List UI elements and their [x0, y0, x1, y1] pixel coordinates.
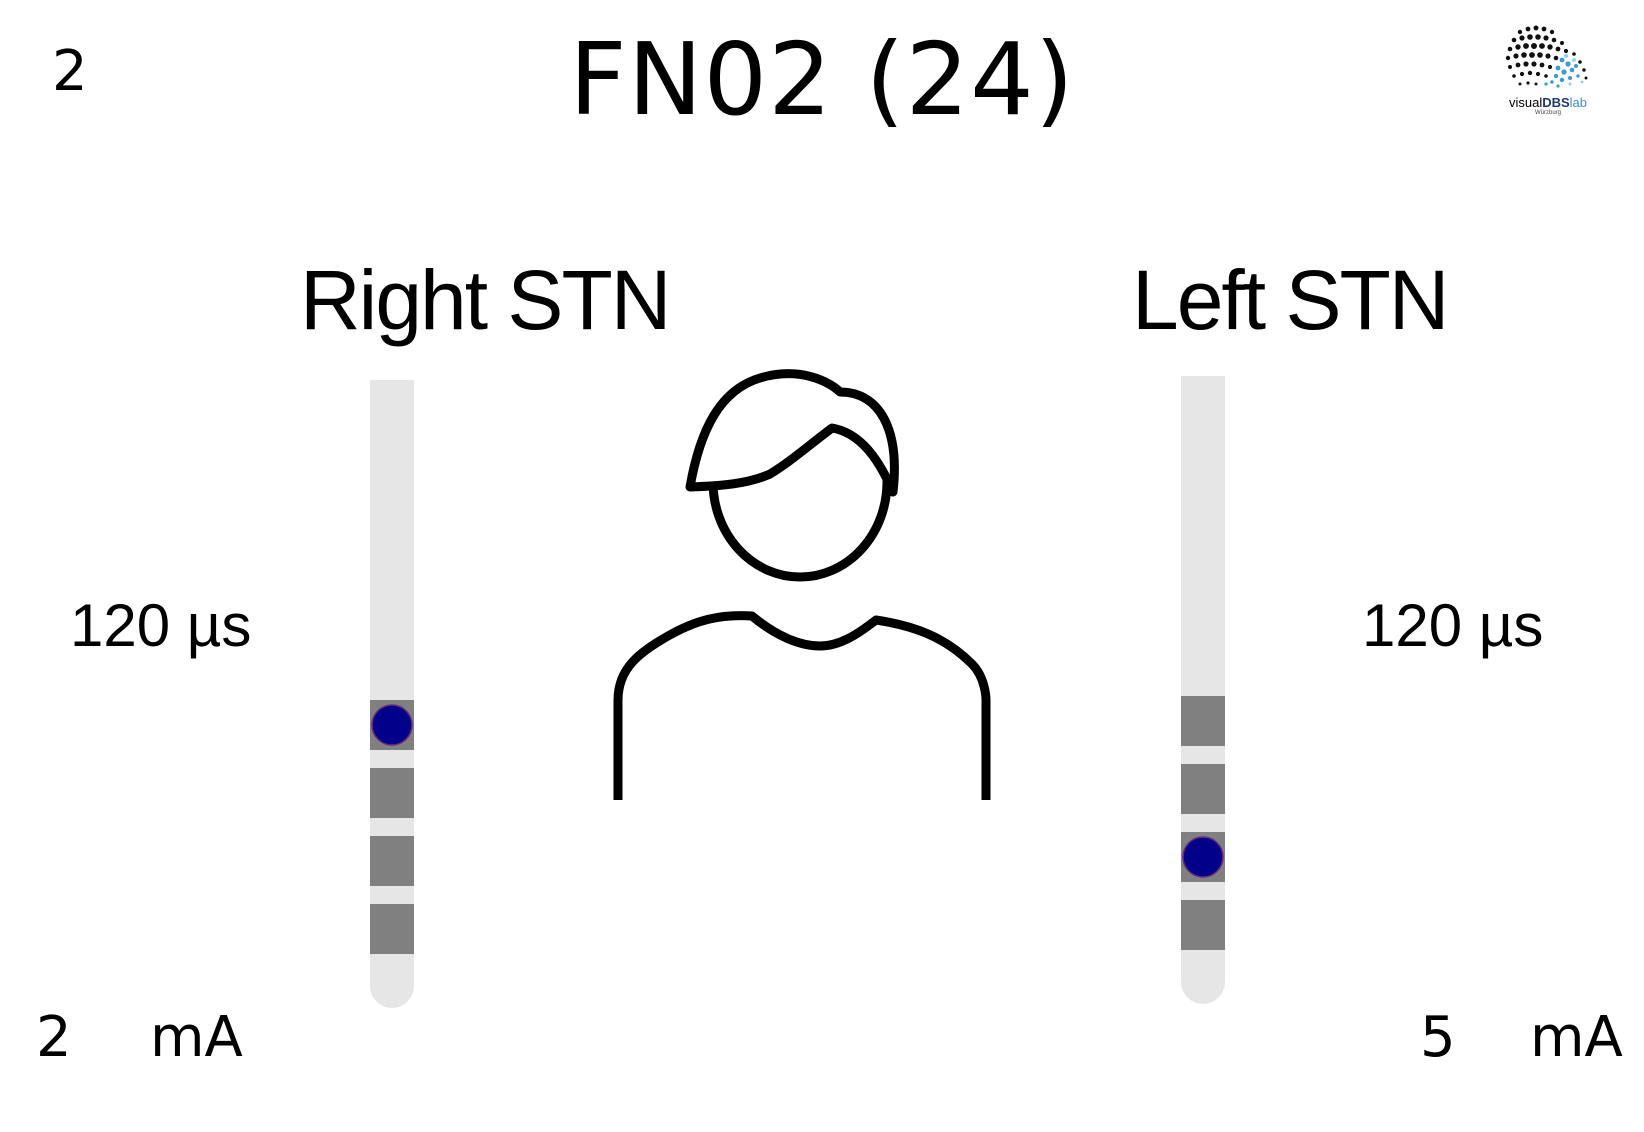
- right-amplitude-value: 2: [36, 1005, 72, 1070]
- left-active-contact-marker: [1182, 836, 1224, 878]
- person-shoulders: [613, 611, 991, 800]
- right-lead-contact: [370, 836, 414, 886]
- right-active-contact-marker: [371, 704, 413, 746]
- left-pulse-width: 120 µs: [1362, 592, 1544, 659]
- left-amplitude-value: 5: [1420, 1005, 1456, 1070]
- logo-text-brand: DBS: [1542, 95, 1570, 110]
- left-lead-contact: [1181, 900, 1225, 950]
- page-number: 2: [52, 39, 88, 104]
- left-stn-title: Left STN: [1132, 253, 1449, 347]
- visualdbslab-logo: visualDBSlab Würzburg: [1498, 20, 1598, 120]
- left-lead-contact: [1181, 764, 1225, 814]
- left-lead-contact: [1181, 696, 1225, 746]
- page-title: FN02 (24): [569, 21, 1075, 138]
- right-lead-contact: [370, 904, 414, 954]
- right-amplitude-unit: mA: [150, 1005, 243, 1070]
- right-pulse-width: 120 µs: [70, 592, 252, 659]
- logo-text-suffix: lab: [1569, 95, 1588, 110]
- person-outline-icon: [613, 369, 991, 800]
- right-lead: [370, 380, 414, 1008]
- left-lead: [1181, 376, 1225, 1004]
- logo-wordmark: visualDBSlab: [1498, 96, 1598, 109]
- logo-text-prefix: visual: [1508, 95, 1543, 110]
- right-lead-contact: [370, 768, 414, 818]
- right-stn-title: Right STN: [300, 253, 671, 347]
- logo-dots-icon: [1505, 25, 1588, 88]
- logo-subtext: Würzburg: [1534, 110, 1561, 116]
- person-hair: [685, 369, 899, 497]
- left-amplitude-unit: mA: [1530, 1005, 1623, 1070]
